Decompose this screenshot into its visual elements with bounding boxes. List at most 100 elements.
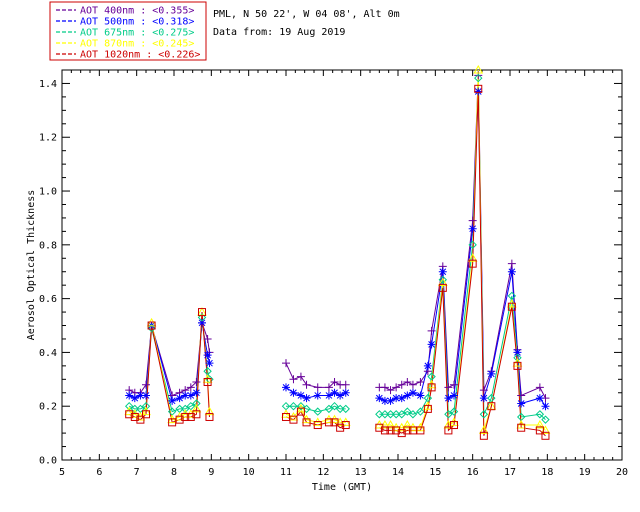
data-point-500nm (507, 267, 516, 276)
x-tick-label: 19 (579, 467, 591, 478)
data-point-500nm (324, 391, 333, 400)
data-point-1020nm (541, 431, 550, 440)
data-point-500nm (427, 340, 436, 349)
data-point-1020nm (403, 426, 412, 435)
data-point-675nm (192, 399, 201, 408)
data-point-400nm (444, 383, 453, 392)
data-point-675nm (324, 404, 334, 414)
data-point-870nm (385, 420, 396, 429)
data-point-675nm (397, 410, 406, 419)
data-point-1020nm (192, 410, 201, 419)
data-point-500nm (541, 402, 550, 411)
data-point-675nm (289, 401, 298, 411)
data-point-500nm (341, 388, 350, 397)
data-point-400nm (313, 383, 322, 392)
data-point-1020nm (450, 421, 458, 430)
x-tick-label: 20 (616, 467, 628, 478)
data-point-675nm (474, 73, 483, 83)
y-tick-label: 0.0 (39, 456, 57, 467)
data-point-870nm (402, 420, 413, 429)
y-tick-label: 1.4 (39, 79, 57, 90)
x-tick-label: 7 (134, 467, 140, 478)
x-axis-label: Time (GMT) (312, 482, 372, 493)
data-point-400nm (392, 383, 401, 392)
x-tick-label: 17 (504, 467, 516, 478)
data-point-400nm (142, 380, 150, 389)
data-point-675nm (335, 404, 345, 414)
x-tick-label: 18 (541, 467, 553, 478)
legend-label: AOT 1020nm : <0.226> (80, 50, 200, 61)
x-tick-label: 5 (59, 467, 65, 478)
data-point-675nm (341, 404, 350, 414)
data-point-675nm (386, 410, 395, 419)
data-point-400nm (479, 386, 488, 395)
series-line (379, 69, 546, 431)
data-point-870nm (191, 403, 202, 413)
data-point-675nm (130, 404, 140, 414)
data-point-1020nm (130, 412, 139, 421)
data-point-1020nm (203, 378, 212, 386)
data-point-500nm (386, 396, 395, 405)
data-point-870nm (437, 277, 448, 286)
data-point-870nm (204, 406, 215, 416)
data-point-1020nm (289, 415, 298, 424)
data-point-675nm (330, 401, 339, 411)
data-point-1020nm (181, 412, 190, 421)
series-line (379, 91, 546, 407)
data-point-400nm (341, 380, 350, 389)
data-point-500nm (416, 391, 425, 400)
data-point-1020nm (313, 421, 322, 430)
series-lines (128, 69, 546, 437)
data-point-500nm (296, 391, 305, 400)
x-tick-label: 16 (467, 467, 479, 478)
data-point-675nm (449, 407, 459, 416)
series-markers (124, 64, 551, 440)
x-tick-label: 6 (96, 467, 102, 478)
legend-label: AOT 500nm : <0.318> (80, 17, 194, 28)
data-point-400nm (380, 383, 389, 392)
data-point-400nm (416, 378, 425, 386)
data-point-675nm (444, 410, 453, 419)
legend-label: AOT 870nm : <0.245> (80, 39, 194, 50)
data-point-500nm (403, 391, 412, 400)
y-tick-label: 0.4 (39, 348, 57, 359)
data-point-1020nm (186, 412, 195, 421)
data-point-500nm (444, 394, 453, 403)
data-point-1020nm (142, 410, 150, 419)
legend-box (49, 1, 207, 61)
data-point-1020nm (438, 283, 447, 292)
data-point-1020nm (392, 426, 401, 435)
data-point-400nm (324, 383, 333, 392)
data-point-1020nm (296, 407, 305, 416)
data-point-500nm (142, 391, 150, 400)
data-point-675nm (416, 407, 425, 416)
data-point-1020nm (416, 426, 425, 435)
data-point-400nm (203, 334, 212, 343)
series-line (285, 362, 346, 388)
data-point-1020nm (198, 308, 206, 317)
x-tick-label: 10 (243, 467, 255, 478)
data-point-675nm (141, 401, 151, 411)
data-point-500nm (408, 388, 417, 397)
data-point-500nm (479, 394, 488, 403)
data-point-1020nm (427, 383, 436, 392)
data-point-675nm (468, 240, 477, 250)
x-tick-label: 8 (171, 467, 177, 478)
data-point-500nm (205, 359, 214, 368)
data-point-500nm (198, 318, 206, 327)
series-line (286, 405, 346, 413)
data-point-1020nm (302, 418, 311, 427)
data-point-400nm (330, 378, 339, 386)
data-point-400nm (408, 380, 417, 389)
data-point-675nm (296, 401, 306, 411)
data-point-500nm (438, 267, 447, 276)
data-point-500nm (168, 396, 177, 405)
data-point-1020nm (380, 426, 389, 435)
data-point-1020nm (147, 321, 156, 330)
data-point-500nm (302, 394, 311, 403)
data-point-400nm (186, 383, 195, 392)
x-tick-label: 15 (429, 467, 441, 478)
data-point-675nm (438, 275, 448, 285)
legend-label: AOT 400nm : <0.355> (80, 6, 194, 17)
